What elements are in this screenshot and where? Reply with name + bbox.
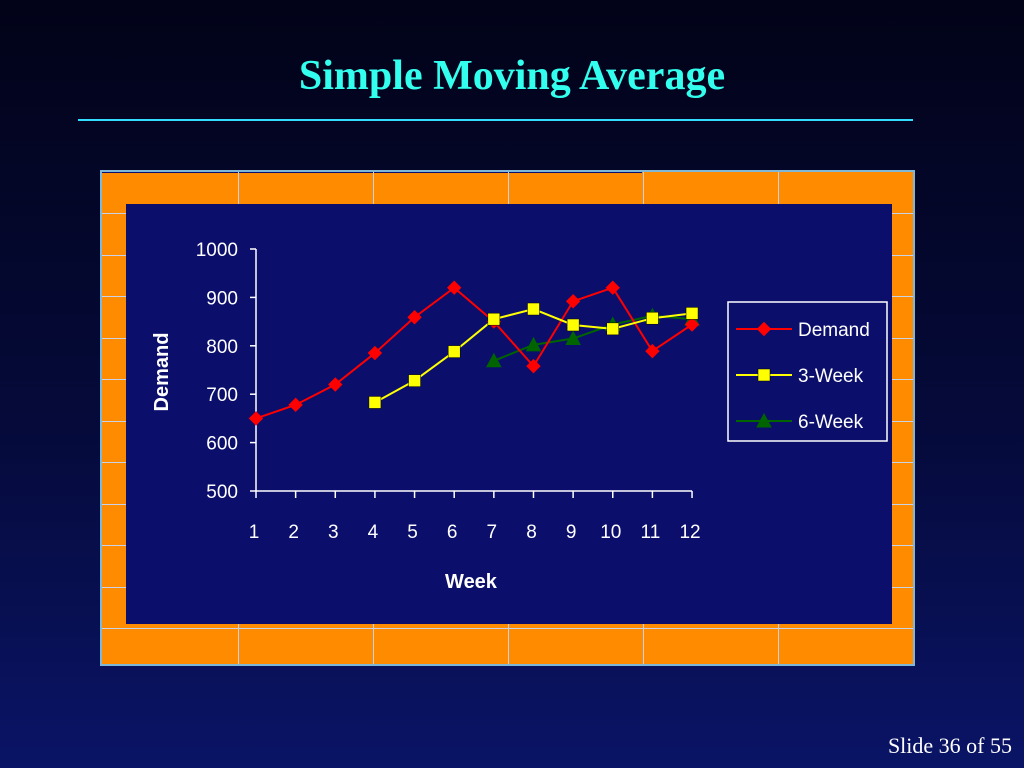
- x-tick-label: 4: [368, 522, 379, 543]
- data-point-3-week: [368, 396, 382, 409]
- data-point-demand: [328, 377, 343, 392]
- legend-label: Demand: [798, 320, 870, 341]
- x-tick-label: 9: [566, 522, 577, 543]
- y-tick-label: 1000: [196, 240, 238, 261]
- data-point-6-week: [525, 336, 542, 352]
- data-point-demand: [367, 345, 383, 361]
- x-axis-title: Week: [445, 571, 498, 593]
- data-point-demand: [605, 280, 620, 295]
- y-tick-label: 600: [206, 434, 238, 455]
- x-tick-label: 11: [641, 522, 661, 543]
- legend-label: 6-Week: [798, 412, 864, 433]
- legend-marker: [756, 412, 772, 428]
- x-tick-label: 3: [328, 522, 339, 543]
- x-tick-label: 10: [600, 522, 621, 543]
- data-point-demand: [565, 294, 581, 309]
- data-point-3-week: [527, 302, 540, 316]
- slide-number: Slide 36 of 55: [887, 733, 1012, 758]
- data-point-3-week: [646, 311, 659, 325]
- y-axis-title: Demand: [151, 333, 173, 412]
- series-demand: [248, 280, 700, 426]
- x-tick-label: 12: [679, 522, 700, 543]
- data-point-demand: [407, 310, 422, 325]
- y-tick-label: 500: [206, 482, 238, 503]
- y-tick-label: 700: [206, 385, 238, 406]
- x-tick-label: 1: [249, 522, 260, 543]
- series-3-week: [368, 302, 699, 409]
- series-6-week: [486, 307, 700, 368]
- x-tick-label: 5: [407, 522, 418, 543]
- legend-marker: [756, 321, 772, 337]
- data-point-3-week: [685, 307, 699, 320]
- x-tick-label: 2: [288, 522, 299, 543]
- data-point-3-week: [487, 312, 501, 326]
- legend-box: [727, 301, 888, 442]
- y-tick-label: 900: [206, 288, 238, 309]
- slide-title: Simple Moving Average: [298, 53, 726, 99]
- x-tick-label: 6: [447, 522, 458, 543]
- series-line-3-week: [374, 307, 693, 404]
- data-point-3-week: [606, 322, 620, 336]
- legend-marker: [757, 368, 771, 382]
- series-line-6-week: [493, 314, 693, 362]
- data-point-3-week: [408, 374, 421, 387]
- data-point-6-week: [486, 352, 502, 368]
- data-point-3-week: [566, 318, 580, 332]
- data-point-demand: [645, 343, 660, 359]
- legend-label: 3-Week: [798, 366, 864, 387]
- data-point-demand: [288, 397, 303, 413]
- frame-grid-line: [102, 628, 913, 629]
- data-point-demand: [248, 411, 264, 426]
- frame-grid-line: [102, 172, 642, 173]
- data-point-demand: [446, 280, 462, 295]
- series-line-demand: [255, 286, 693, 420]
- x-tick-label: 7: [487, 522, 498, 543]
- y-tick-label: 800: [206, 337, 238, 358]
- data-point-6-week: [565, 330, 581, 346]
- x-tick-label: 8: [526, 522, 537, 543]
- data-point-3-week: [447, 345, 461, 358]
- data-point-demand: [526, 358, 541, 374]
- data-point-demand: [684, 317, 700, 332]
- title-underline: [78, 119, 913, 121]
